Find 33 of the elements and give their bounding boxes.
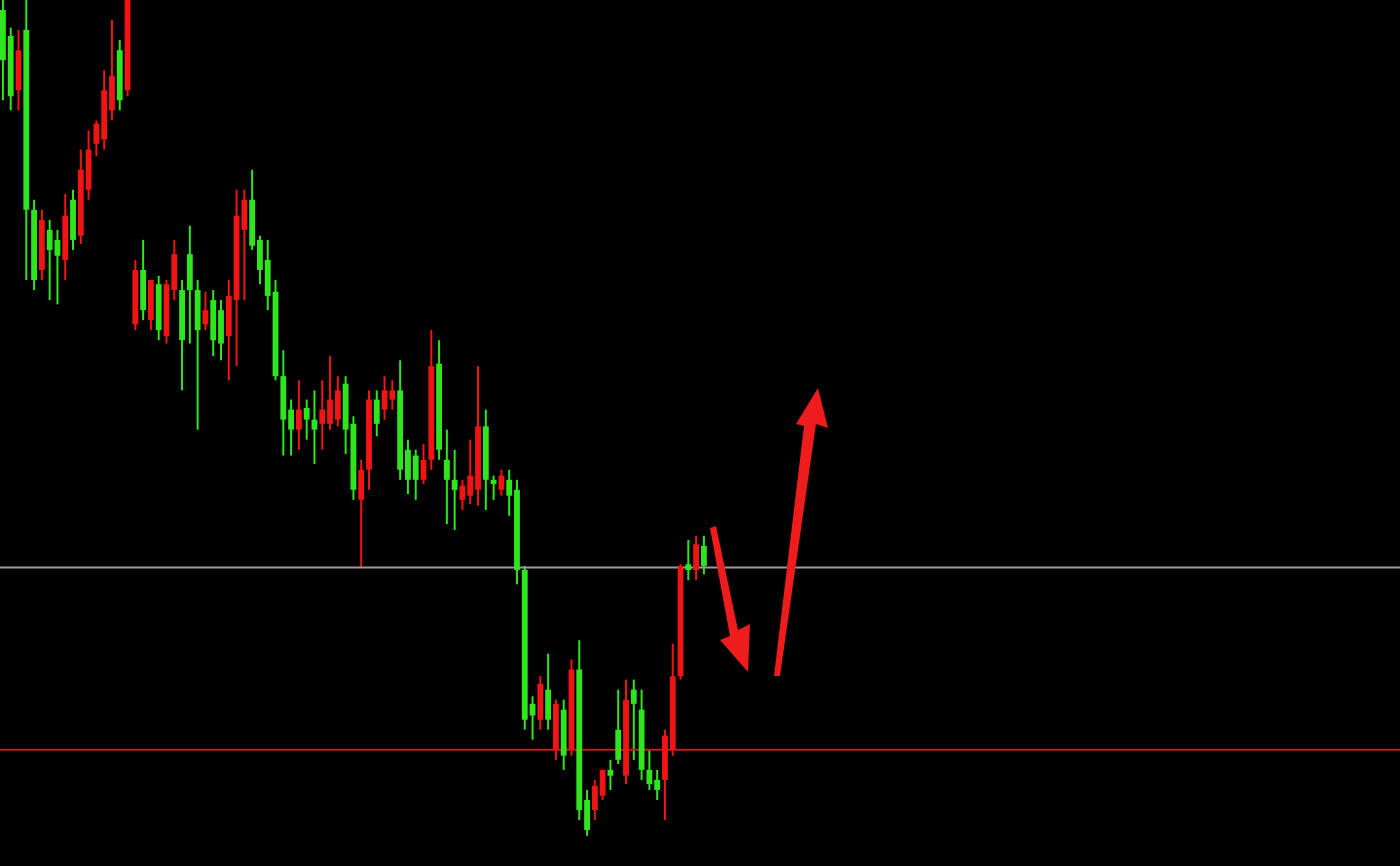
candlestick bbox=[560, 698, 567, 771]
candlestick bbox=[70, 188, 76, 251]
candlestick bbox=[630, 678, 637, 761]
candlestick bbox=[615, 688, 622, 766]
candlestick bbox=[334, 375, 341, 428]
candlestick bbox=[358, 458, 365, 569]
candlestick bbox=[654, 768, 661, 801]
candlestick bbox=[46, 218, 53, 302]
candlestick bbox=[537, 675, 544, 731]
candlestick bbox=[685, 539, 692, 582]
candlestick bbox=[295, 379, 302, 451]
candlestick bbox=[186, 224, 193, 345]
candlestick bbox=[552, 698, 559, 761]
candlestick bbox=[155, 274, 162, 342]
candlestick bbox=[62, 192, 69, 282]
candlestick bbox=[700, 534, 707, 576]
candlestick bbox=[389, 379, 396, 411]
candlestick bbox=[443, 428, 450, 526]
candlestick bbox=[412, 448, 419, 501]
candlestick bbox=[210, 289, 217, 358]
candlestick bbox=[591, 778, 598, 822]
candlestick bbox=[498, 468, 505, 497]
candlestick bbox=[140, 238, 147, 322]
candlestick bbox=[451, 448, 458, 531]
candlestick bbox=[218, 299, 224, 362]
candlestick bbox=[693, 534, 700, 582]
candlestick bbox=[319, 379, 326, 451]
candlestick bbox=[373, 389, 380, 438]
candlestick bbox=[545, 652, 552, 731]
candlestick bbox=[194, 279, 201, 431]
candlestick bbox=[147, 279, 154, 332]
candlestick bbox=[327, 355, 333, 431]
candlestick bbox=[490, 474, 497, 501]
